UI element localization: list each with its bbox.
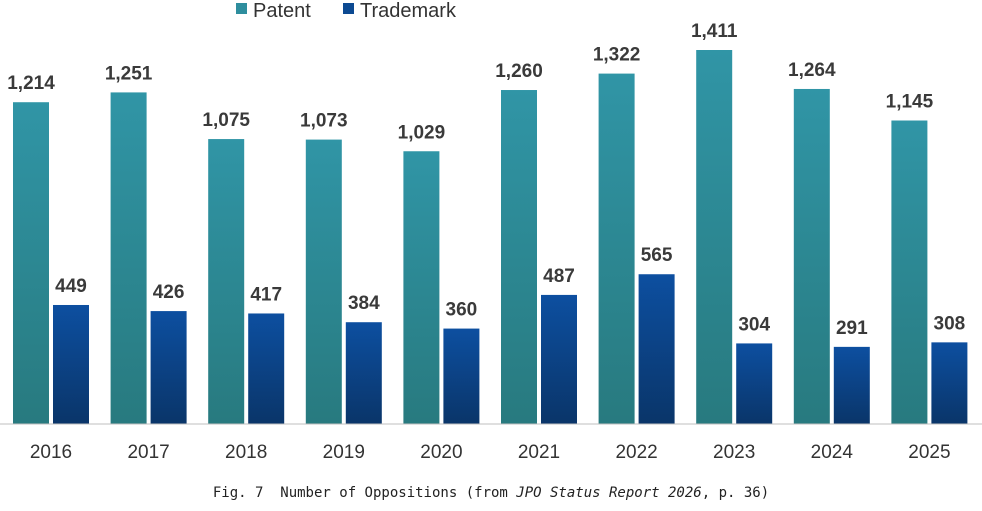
bar-chart: Patent Trademark 1,214 449 2016 1,251 426 201… (0, 0, 982, 463)
bar-trademark-2020 (443, 328, 480, 424)
x-tick-label-2016: 2016 (30, 442, 72, 463)
bar-trademark-2019 (345, 322, 382, 424)
legend-swatch-patent (236, 3, 247, 14)
bar-patent-2016 (13, 102, 49, 425)
data-label-trademark-2022: 565 (641, 245, 673, 266)
data-label-patent-2016: 1,214 (7, 73, 55, 94)
data-label-patent-2022: 1,322 (593, 45, 641, 66)
bar-trademark-2016 (53, 304, 89, 424)
bar-patent-2024 (793, 88, 830, 424)
bar-patent-2020 (403, 151, 440, 425)
data-label-trademark-2020: 360 (446, 300, 478, 321)
x-tick-label-2017: 2017 (127, 442, 169, 463)
x-tick-label-2022: 2022 (615, 442, 657, 463)
data-label-trademark-2017: 426 (153, 282, 185, 303)
caption-suffix: , p. 36) (701, 485, 770, 501)
bar-trademark-2024 (833, 346, 870, 424)
data-label-trademark-2016: 449 (55, 276, 87, 297)
data-label-trademark-2025: 308 (934, 313, 966, 334)
x-tick-label-2025: 2025 (908, 442, 950, 463)
bar-patent-2025 (891, 120, 928, 424)
bar-patent-2022 (598, 73, 635, 424)
data-label-patent-2017: 1,251 (105, 63, 153, 84)
data-label-patent-2019: 1,073 (300, 111, 348, 132)
caption-prefix: Fig. 7 Number of Oppositions (from (212, 485, 517, 501)
bar-trademark-2022 (638, 274, 675, 424)
x-tick-label-2018: 2018 (225, 442, 267, 463)
bar-trademark-2018 (248, 313, 285, 424)
legend-label-trademark: Trademark (360, 0, 457, 22)
legend: Patent Trademark (236, 0, 457, 22)
data-label-trademark-2023: 304 (738, 314, 770, 335)
data-label-patent-2024: 1,264 (788, 60, 836, 81)
data-label-trademark-2021: 487 (543, 266, 575, 287)
data-label-trademark-2019: 384 (348, 293, 380, 314)
figure-caption: Fig. 7 Number of Oppositions (from JPO S… (0, 485, 982, 501)
bar-trademark-2021 (541, 294, 577, 424)
bar-trademark-2025 (931, 342, 968, 424)
x-tick-label-2021: 2021 (518, 442, 560, 463)
bar-patent-2017 (110, 92, 147, 424)
plot-area: 1,214 449 2016 1,251 426 2017 1,075 417 2018 1,07… (7, 21, 968, 463)
bar-trademark-2023 (736, 343, 773, 424)
data-label-patent-2020: 1,029 (398, 122, 446, 143)
caption-source-title: JPO Status Report 2026 (516, 485, 702, 501)
data-label-patent-2023: 1,411 (691, 21, 738, 42)
data-label-patent-2021: 1,260 (495, 61, 543, 82)
legend-label-patent: Patent (253, 0, 311, 22)
bar-trademark-2017 (150, 311, 187, 424)
bar-patent-2019 (305, 139, 342, 424)
x-tick-label-2024: 2024 (811, 442, 854, 463)
x-tick-label-2023: 2023 (713, 442, 755, 463)
data-label-trademark-2018: 417 (250, 284, 282, 305)
data-label-patent-2018: 1,075 (202, 110, 250, 131)
data-label-trademark-2024: 291 (836, 318, 868, 339)
data-label-patent-2025: 1,145 (886, 92, 934, 113)
x-tick-label-2020: 2020 (420, 442, 462, 463)
bar-patent-2018 (208, 139, 245, 424)
bar-patent-2021 (501, 90, 537, 424)
bar-patent-2023 (696, 50, 733, 424)
legend-swatch-trademark (343, 3, 354, 14)
x-tick-label-2019: 2019 (323, 442, 365, 463)
